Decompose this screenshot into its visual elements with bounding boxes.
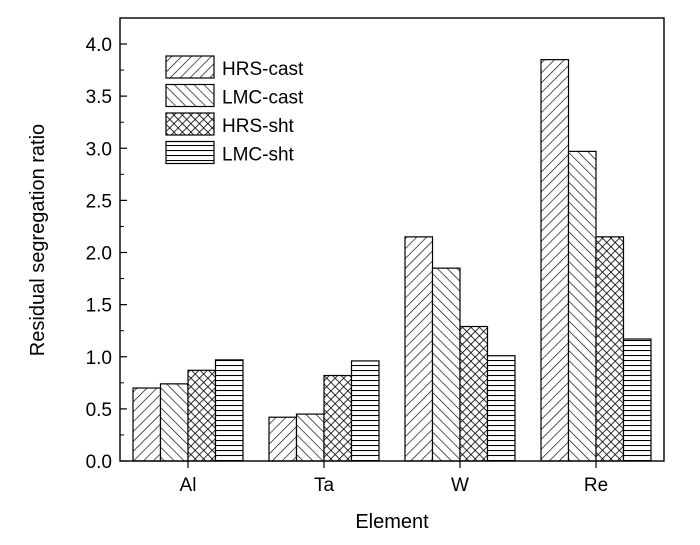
legend: HRS-cast LMC-cast HRS-sht LMC-sht <box>165 55 304 166</box>
bar-hrs-cast-ta <box>268 416 298 462</box>
legend-label-hrs-sht: HRS-sht <box>222 116 295 137</box>
x-tick-label-re: Re <box>584 475 608 496</box>
x-tick-label-w: W <box>451 475 469 496</box>
legend-swatch-hrs-sht <box>165 112 215 136</box>
y-tick-label-1: 0.5 <box>86 400 112 421</box>
legend-label-lmc-sht: LMC-sht <box>222 145 295 166</box>
y-axis: 0.0 0.5 1.0 1.5 2.0 2.5 3.0 3.5 4.0 <box>86 35 127 473</box>
y-tick-label-5: 2.5 <box>86 191 112 212</box>
bar-lmc-sht-w <box>486 355 516 462</box>
bar-hrs-sht-ta <box>323 374 353 462</box>
bar-lmc-sht-re <box>622 338 652 462</box>
y-tick-label-0: 0.0 <box>86 452 112 473</box>
legend-label-lmc-cast: LMC-cast <box>222 88 304 109</box>
bars-layer <box>132 59 652 462</box>
bar-hrs-cast-al <box>132 387 162 462</box>
x-axis: Al Ta W Re <box>180 461 608 496</box>
bar-hrs-sht-w <box>459 325 489 462</box>
legend-label-hrs-cast: HRS-cast <box>222 59 304 80</box>
bar-lmc-sht-ta <box>350 360 380 462</box>
bar-hrs-cast-re <box>540 59 570 462</box>
bar-lmc-cast-ta <box>295 413 325 462</box>
y-tick-label-4: 2.0 <box>86 244 112 265</box>
bar-lmc-cast-w <box>431 267 461 462</box>
bar-hrs-sht-al <box>187 369 217 462</box>
legend-swatch-lmc-sht <box>165 140 215 165</box>
y-axis-title: Residual segregation ratio <box>27 124 49 356</box>
y-tick-label-2: 1.0 <box>86 348 112 369</box>
x-axis-title: Element <box>355 511 429 533</box>
bar-lmc-cast-al <box>159 383 189 462</box>
plot-frame <box>119 17 665 462</box>
bar-hrs-sht-re <box>595 236 625 462</box>
y-tick-label-3: 1.5 <box>86 296 112 317</box>
bar-lmc-cast-re <box>567 150 597 462</box>
y-tick-label-7: 3.5 <box>86 87 112 108</box>
bar-lmc-sht-al <box>214 359 244 462</box>
bar-hrs-cast-w <box>404 236 434 462</box>
x-tick-label-ta: Ta <box>314 475 335 496</box>
x-tick-label-al: Al <box>180 475 197 496</box>
legend-swatch-lmc-cast <box>165 83 215 108</box>
y-tick-label-6: 3.0 <box>86 139 112 160</box>
legend-swatch-hrs-cast <box>165 55 215 79</box>
y-tick-label-8: 4.0 <box>86 35 112 56</box>
